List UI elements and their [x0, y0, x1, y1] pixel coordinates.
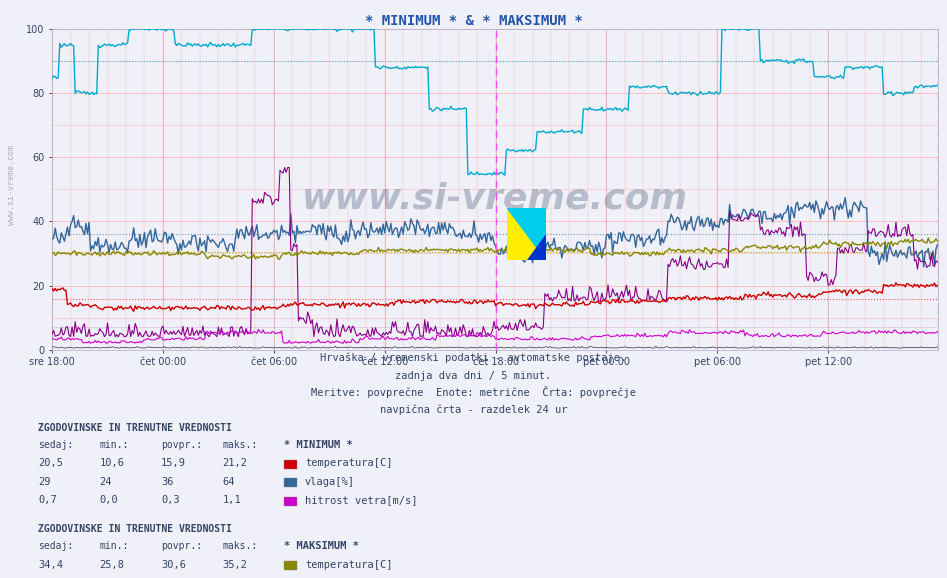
Text: * MAKSIMUM *: * MAKSIMUM *	[284, 541, 359, 551]
Text: * MINIMUM * & * MAKSIMUM *: * MINIMUM * & * MAKSIMUM *	[365, 14, 582, 28]
Text: navpična črta - razdelek 24 ur: navpična črta - razdelek 24 ur	[380, 405, 567, 415]
Text: 24: 24	[99, 477, 112, 487]
Text: 20,5: 20,5	[38, 458, 63, 468]
Text: min.:: min.:	[99, 541, 129, 551]
Text: temperatura[C]: temperatura[C]	[305, 560, 392, 569]
Text: povpr.:: povpr.:	[161, 440, 202, 450]
Text: Hrvaška / vremenski podatki - avtomatske postaje.: Hrvaška / vremenski podatki - avtomatske…	[320, 353, 627, 363]
Text: 15,9: 15,9	[161, 458, 186, 468]
Text: 0,3: 0,3	[161, 495, 180, 505]
Polygon shape	[527, 234, 546, 260]
Text: maks.:: maks.:	[223, 440, 258, 450]
Text: povpr.:: povpr.:	[161, 541, 202, 551]
Text: min.:: min.:	[99, 440, 129, 450]
Text: Meritve: povprečne  Enote: metrične  Črta: povprečje: Meritve: povprečne Enote: metrične Črta:…	[311, 386, 636, 398]
Text: ZGODOVINSKE IN TRENUTNE VREDNOSTI: ZGODOVINSKE IN TRENUTNE VREDNOSTI	[38, 423, 232, 432]
Text: 25,8: 25,8	[99, 560, 124, 569]
Polygon shape	[507, 208, 546, 260]
Text: sedaj:: sedaj:	[38, 440, 73, 450]
Text: 0,7: 0,7	[38, 495, 57, 505]
Text: 30,6: 30,6	[161, 560, 186, 569]
Text: www.si-vreme.com: www.si-vreme.com	[302, 182, 688, 216]
Text: 10,6: 10,6	[99, 458, 124, 468]
Text: 21,2: 21,2	[223, 458, 247, 468]
Text: temperatura[C]: temperatura[C]	[305, 458, 392, 468]
Text: sedaj:: sedaj:	[38, 541, 73, 551]
Text: 35,2: 35,2	[223, 560, 247, 569]
Text: ZGODOVINSKE IN TRENUTNE VREDNOSTI: ZGODOVINSKE IN TRENUTNE VREDNOSTI	[38, 524, 232, 533]
Text: 64: 64	[223, 477, 235, 487]
Text: * MINIMUM *: * MINIMUM *	[284, 440, 353, 450]
Polygon shape	[507, 208, 546, 260]
Text: zadnja dva dni / 5 minut.: zadnja dva dni / 5 minut.	[396, 370, 551, 380]
Text: 1,1: 1,1	[223, 495, 241, 505]
Text: www.si-vreme.com: www.si-vreme.com	[7, 145, 16, 225]
Text: 34,4: 34,4	[38, 560, 63, 569]
Text: vlaga[%]: vlaga[%]	[305, 477, 355, 487]
Text: 36: 36	[161, 477, 173, 487]
Text: 29: 29	[38, 477, 50, 487]
Text: 0,0: 0,0	[99, 495, 118, 505]
Text: hitrost vetra[m/s]: hitrost vetra[m/s]	[305, 495, 418, 505]
Text: maks.:: maks.:	[223, 541, 258, 551]
